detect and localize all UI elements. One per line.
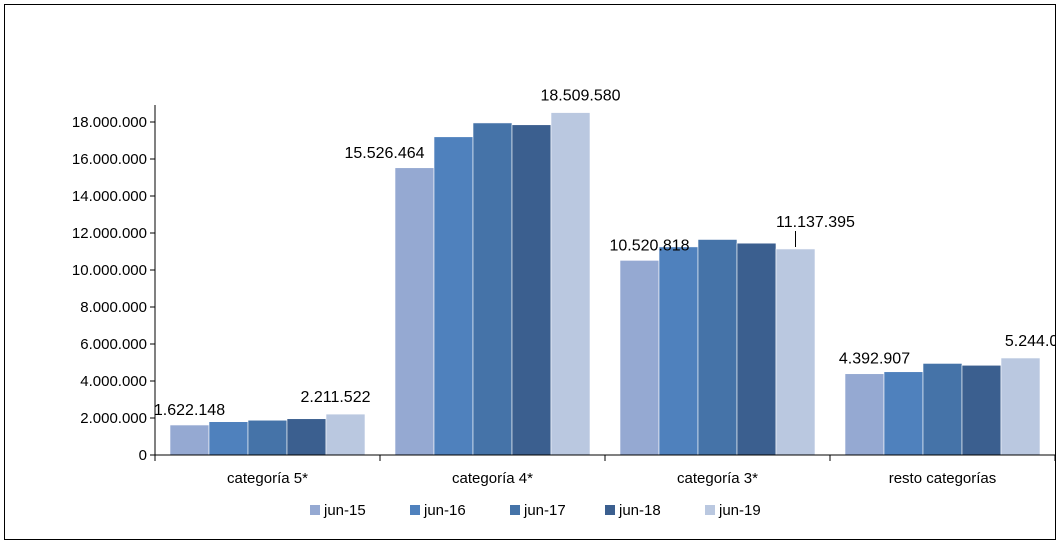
legend: jun-15 jun-16 jun-17 jun-18 jun-19 — [310, 502, 761, 519]
legend-item: jun-15 — [310, 502, 366, 519]
legend-swatch — [310, 505, 320, 515]
x-tick-label: categoría 3* — [677, 470, 758, 487]
bar-jun-17-3 — [922, 363, 963, 456]
bar-jun-16-3 — [883, 371, 924, 456]
bar-jun-17-1 — [472, 122, 513, 456]
bar-jun-15-2 — [619, 260, 660, 456]
data-label: 5.244.086 — [1005, 333, 1055, 350]
y-tick-label: 12.000.000 — [72, 225, 147, 242]
y-tick-label: 4.000.000 — [80, 373, 147, 390]
bar-jun-15-0 — [169, 424, 210, 456]
bar-jun-16-2 — [658, 246, 699, 456]
y-tick-label: 0 — [139, 447, 147, 464]
legend-label: jun-17 — [523, 502, 566, 519]
legend-label: jun-15 — [323, 502, 366, 519]
data-label: 15.526.464 — [344, 145, 424, 162]
y-tick-label: 8.000.000 — [80, 299, 147, 316]
legend-swatch — [410, 505, 420, 515]
legend-swatch — [605, 505, 615, 515]
bar-jun-18-3 — [961, 364, 1002, 456]
y-tick-label: 2.000.000 — [80, 410, 147, 427]
bar-jun-16-0 — [208, 421, 249, 456]
data-label: 4.392.907 — [839, 351, 910, 368]
legend-item: jun-18 — [605, 502, 661, 519]
y-axis: 0 2.000.000 4.000.000 6.000.000 8.000.000 10.… — [72, 105, 156, 464]
legend-swatch — [510, 505, 520, 515]
bar-jun-19-1 — [550, 112, 591, 456]
y-tick-label: 10.000.000 — [72, 262, 147, 279]
bar-jun-17-2 — [697, 239, 738, 456]
data-label: 10.520.818 — [609, 237, 689, 254]
bar-jun-18-2 — [736, 242, 777, 456]
bar-jun-18-0 — [286, 418, 327, 456]
data-label: 18.509.580 — [540, 88, 620, 105]
data-labels: 1.622.148 2.211.522 15.526.464 18.509.580 10… — [154, 88, 1061, 419]
y-tick-label: 16.000.000 — [72, 151, 147, 168]
bar-jun-17-0 — [247, 419, 288, 456]
y-tick-label: 18.000.000 — [72, 114, 147, 131]
legend-label: jun-19 — [718, 502, 761, 519]
bar-jun-19-0 — [325, 413, 366, 456]
legend-item: jun-19 — [705, 502, 761, 519]
bar-chart: 0 2.000.000 4.000.000 6.000.000 8.000.000 10.… — [72, 88, 1061, 519]
bar-jun-19-2 — [775, 248, 816, 456]
x-tick-label: categoría 4* — [452, 470, 533, 487]
y-tick-label: 14.000.000 — [72, 188, 147, 205]
legend-swatch — [705, 505, 715, 515]
y-tick-label: 6.000.000 — [80, 336, 147, 353]
data-label: 11.137.395 — [776, 214, 855, 231]
legend-item: jun-16 — [410, 502, 466, 519]
data-label: 1.622.148 — [154, 402, 225, 419]
x-tick-label: resto categorías — [889, 470, 997, 487]
x-axis: categoría 5* categoría 4* categoría 3* rest… — [154, 454, 1056, 487]
bars — [169, 112, 1041, 456]
data-label: 2.211.522 — [301, 389, 371, 406]
bar-jun-15-3 — [844, 373, 885, 456]
x-tick-label: categoría 5* — [227, 470, 308, 487]
bar-jun-15-1 — [394, 167, 435, 456]
chart-frame: 0 2.000.000 4.000.000 6.000.000 8.000.000 10.… — [4, 4, 1061, 540]
legend-label: jun-16 — [423, 502, 466, 519]
legend-label: jun-18 — [618, 502, 661, 519]
legend-item: jun-17 — [510, 502, 566, 519]
bar-jun-16-1 — [433, 136, 474, 456]
bar-jun-18-1 — [511, 124, 552, 456]
bar-jun-19-3 — [1000, 357, 1041, 456]
